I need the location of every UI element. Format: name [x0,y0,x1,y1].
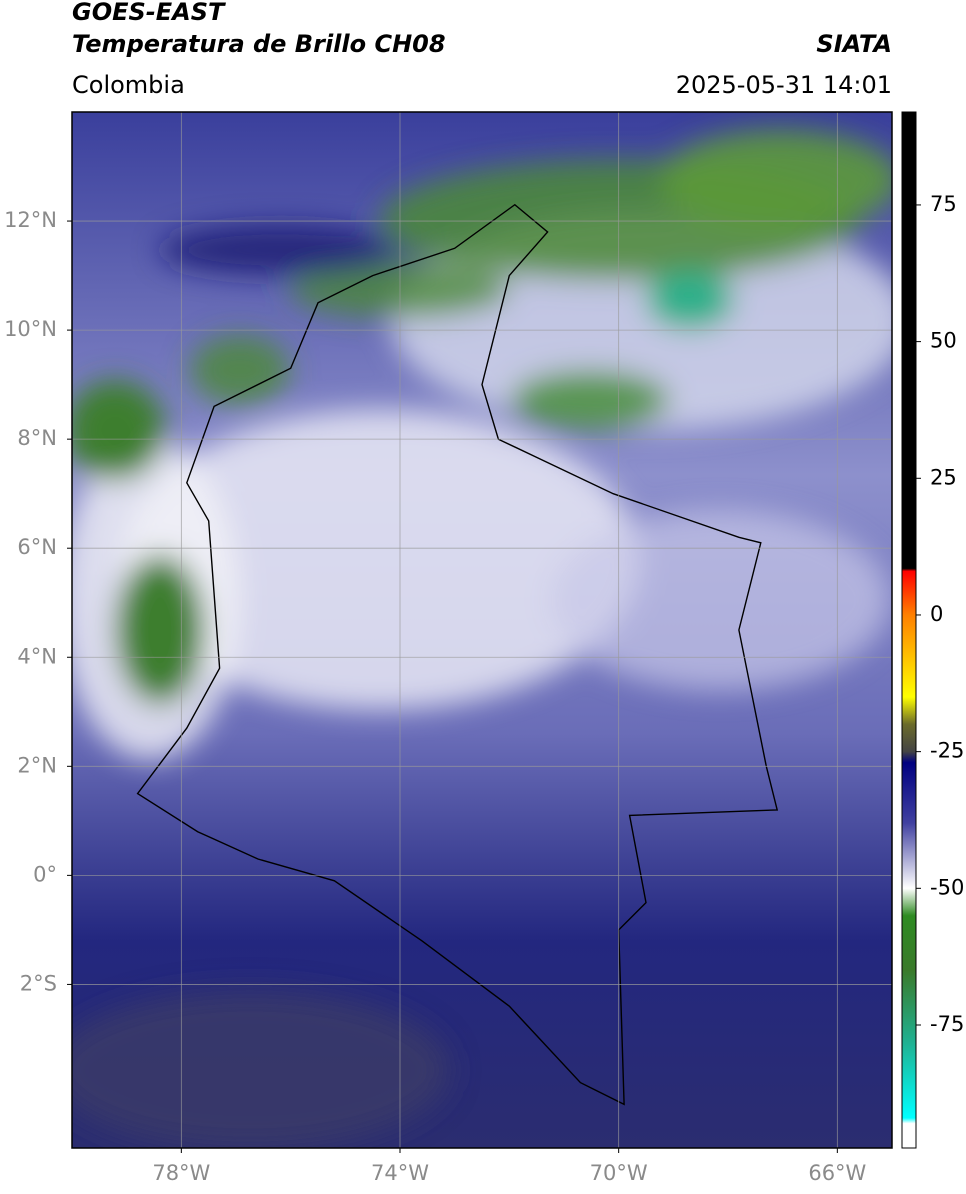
colorbar-tick-label: -25 [930,739,964,763]
subtitle: Temperatura de Brillo CH08 [72,30,446,58]
colorbar-tick-label: 50 [930,329,957,353]
x-tick-label: 78°W [152,1161,210,1185]
x-tick-label: 66°W [808,1161,866,1185]
country-border [136,203,779,1106]
region: Colombia [72,71,185,99]
colorbar-tick-label: 75 [930,192,957,216]
y-tick-label: 8°N [17,426,57,450]
y-tick-label: 10°N [4,317,57,341]
satellite-image [72,112,892,1148]
source: SIATA [816,30,892,58]
colorbar-tick-label: 25 [930,465,957,489]
colorbar [901,111,917,1149]
y-tick-label: 2°S [20,971,57,995]
map-frame [71,111,893,1149]
colorbar-tick-label: -75 [930,1012,964,1036]
x-tick-label: 74°W [371,1161,429,1185]
y-tick-label: 12°N [4,208,57,232]
y-tick-label: 4°N [17,644,57,668]
y-tick-label: 0° [33,862,57,886]
y-tick-label: 6°N [17,535,57,559]
x-tick-label: 70°W [590,1161,648,1185]
datetime: 2025-05-31 14:01 [676,71,892,99]
cloud-field [72,130,892,1148]
colorbar-tick-label: -50 [930,875,964,899]
y-tick-label: 2°N [17,753,57,777]
title: GOES-EAST [72,0,226,26]
colorbar-tick-label: 0 [930,602,943,626]
